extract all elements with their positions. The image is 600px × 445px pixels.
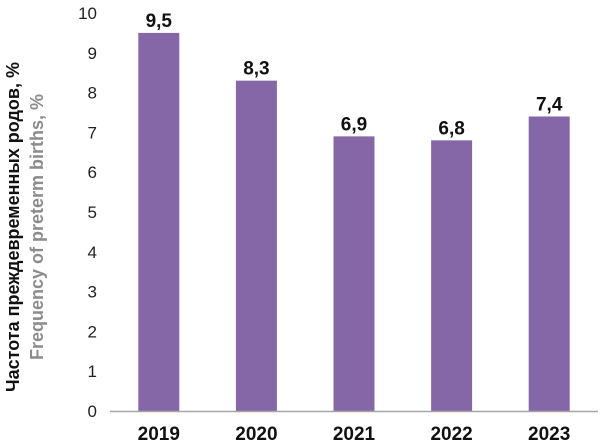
x-tick-label: 2023 bbox=[528, 424, 570, 445]
y-tick-label: 7 bbox=[88, 123, 97, 142]
bar-value-label: 8,3 bbox=[243, 59, 269, 80]
y-axis-title-ru: Частота преждевременных родов, % bbox=[3, 62, 23, 392]
bar-value-label: 6,8 bbox=[438, 118, 464, 139]
y-tick-label: 5 bbox=[88, 203, 97, 222]
bar bbox=[235, 80, 277, 411]
x-tick-label: 2022 bbox=[430, 424, 472, 445]
y-tick-label: 10 bbox=[78, 4, 97, 23]
x-tick-label: 2021 bbox=[333, 424, 376, 445]
x-tick-label: 2020 bbox=[235, 424, 277, 445]
bar bbox=[431, 140, 473, 412]
y-tick-label: 1 bbox=[88, 362, 97, 381]
y-tick-label: 9 bbox=[88, 44, 97, 63]
y-tick-label: 8 bbox=[88, 84, 97, 103]
y-tick-label: 4 bbox=[88, 243, 97, 262]
y-axis-title-en: Frequency of preterm births, % bbox=[27, 94, 47, 360]
x-axis-ticks: 2019 2020 2021 2022 2023 bbox=[138, 424, 571, 445]
bars bbox=[138, 32, 570, 412]
bar bbox=[333, 136, 375, 411]
x-tick-label: 2019 bbox=[138, 424, 180, 445]
bar-value-label: 9,5 bbox=[146, 11, 173, 32]
bar bbox=[138, 32, 180, 412]
bar-value-label: 7,4 bbox=[536, 94, 563, 115]
y-tick-label: 6 bbox=[88, 163, 97, 182]
value-labels: 9,5 8,3 6,9 6,8 7,4 bbox=[146, 11, 563, 139]
y-tick-label: 3 bbox=[88, 283, 97, 302]
y-axis-title: Частота преждевременных родов, % Frequen… bbox=[3, 62, 47, 392]
y-axis-ticks: 0 1 2 3 4 5 6 7 8 9 10 bbox=[78, 4, 97, 421]
y-tick-label: 2 bbox=[88, 322, 97, 341]
bar bbox=[528, 116, 570, 411]
y-tick-label: 0 bbox=[88, 402, 97, 421]
bar-value-label: 6,9 bbox=[341, 114, 367, 135]
